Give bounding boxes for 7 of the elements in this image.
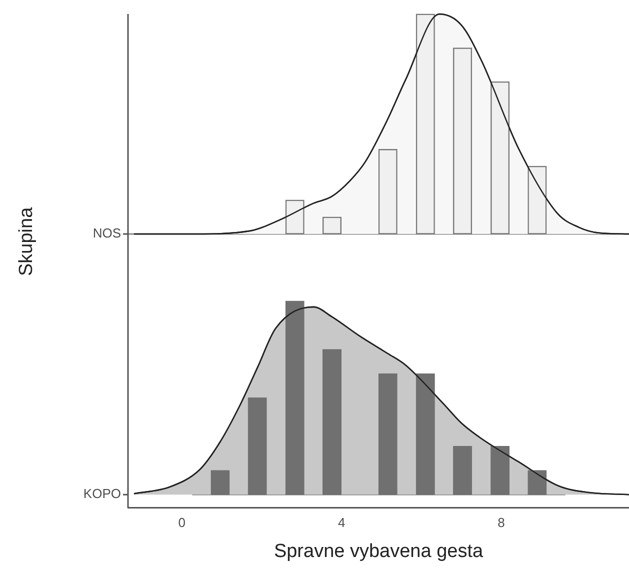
y-axis-title: Skupina (16, 207, 38, 276)
x-tick-label: 0 (178, 514, 186, 530)
text: KOPO (83, 486, 121, 502)
x-tick-label: 8 (498, 514, 505, 530)
text: NOS (92, 226, 122, 241)
x-axis-title: Spravne vybavena gesta (274, 540, 484, 562)
x-tick-label: 4 (338, 514, 346, 530)
